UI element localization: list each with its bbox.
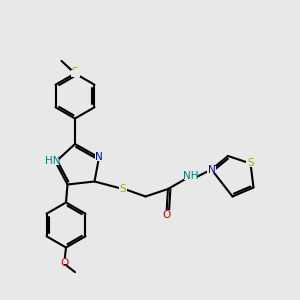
Text: N: N [95, 152, 103, 163]
FancyBboxPatch shape [61, 258, 69, 264]
Text: S: S [72, 67, 78, 77]
Text: NH: NH [183, 171, 199, 182]
FancyBboxPatch shape [95, 154, 103, 161]
FancyBboxPatch shape [70, 70, 80, 77]
Text: O: O [162, 209, 171, 220]
Text: S: S [247, 158, 254, 168]
FancyBboxPatch shape [163, 210, 170, 216]
Text: S: S [120, 184, 126, 194]
Text: N: N [208, 165, 215, 175]
FancyBboxPatch shape [46, 159, 59, 165]
FancyBboxPatch shape [119, 186, 127, 192]
Text: HN: HN [45, 156, 60, 167]
FancyBboxPatch shape [246, 160, 255, 167]
FancyBboxPatch shape [184, 174, 197, 180]
FancyBboxPatch shape [207, 166, 216, 173]
Text: O: O [60, 257, 69, 268]
